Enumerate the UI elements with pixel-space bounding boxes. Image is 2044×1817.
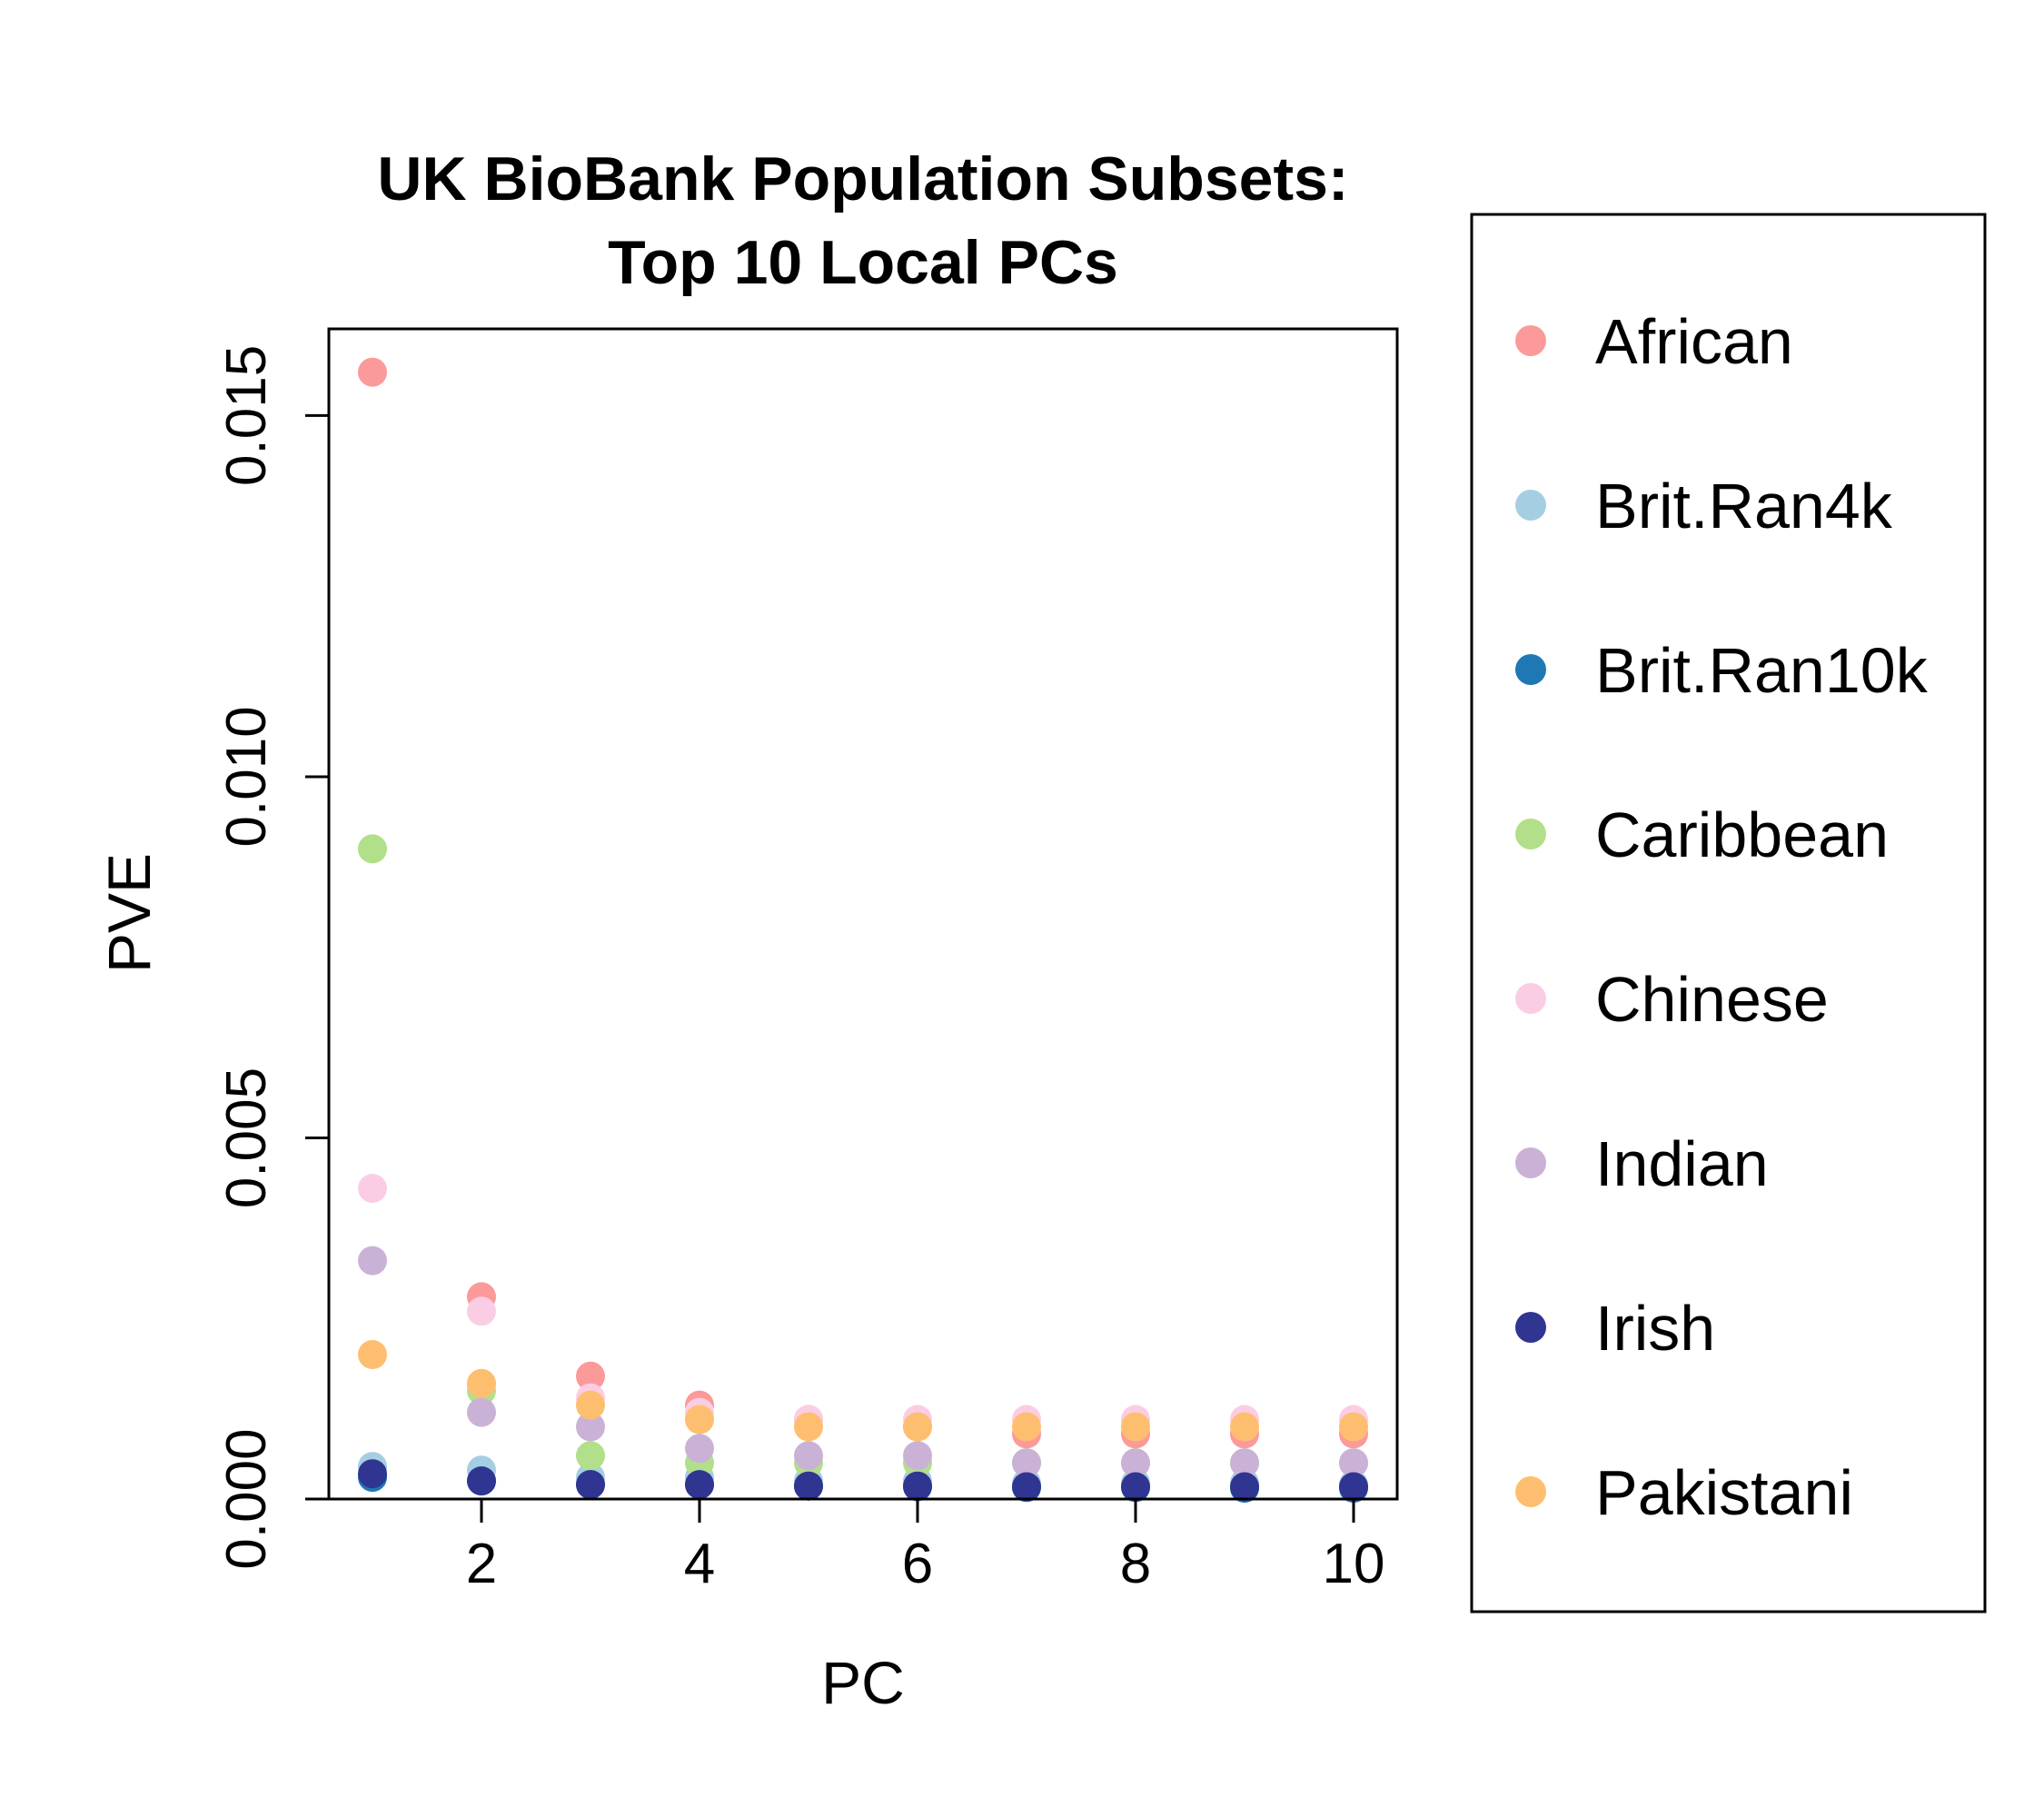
x-tick-label: 6 — [902, 1533, 933, 1595]
data-point-indian-pc4 — [685, 1434, 714, 1464]
x-tick-label: 4 — [684, 1533, 715, 1595]
data-point-irish-pc6 — [903, 1471, 932, 1501]
y-tick-label: 0.015 — [215, 345, 278, 486]
data-point-pakistani-pc2 — [467, 1368, 496, 1398]
data-point-irish-pc10 — [1339, 1472, 1368, 1502]
legend-label-irish: Irish — [1595, 1293, 1715, 1364]
data-point-chinese-pc1 — [358, 1174, 387, 1204]
data-point-irish-pc5 — [794, 1471, 823, 1501]
y-tick-label: 0.005 — [215, 1067, 278, 1208]
data-point-indian-pc10 — [1339, 1448, 1368, 1478]
data-point-indian-pc3 — [576, 1412, 605, 1442]
legend-marker-indian — [1515, 1147, 1546, 1178]
data-point-indian-pc1 — [358, 1246, 387, 1276]
plot-frame — [327, 327, 1399, 1501]
data-point-pakistani-pc4 — [685, 1405, 714, 1435]
data-point-african-pc1 — [358, 357, 387, 387]
data-point-irish-pc1 — [358, 1459, 387, 1489]
legend-marker-caribbean — [1515, 819, 1546, 849]
data-point-pakistani-pc9 — [1230, 1412, 1259, 1442]
data-point-irish-pc4 — [685, 1470, 714, 1500]
data-point-pakistani-pc3 — [576, 1390, 605, 1420]
y-axis-label: PVE — [95, 853, 163, 973]
data-point-irish-pc8 — [1121, 1472, 1150, 1502]
legend-label-brit-ran10k: Brit.Ran10k — [1595, 635, 1929, 706]
legend-marker-brit-ran10k — [1515, 654, 1546, 685]
data-point-indian-pc9 — [1230, 1448, 1259, 1478]
legend-label-caribbean: Caribbean — [1595, 799, 1889, 870]
data-point-pakistani-pc5 — [794, 1412, 823, 1442]
data-point-indian-pc2 — [467, 1397, 496, 1427]
axes: 2 4 6 8 10 0.000 0.005 0.010 0.015 — [215, 327, 1399, 1595]
data-point-caribbean-pc3 — [576, 1441, 605, 1471]
plot-area — [358, 357, 1368, 1504]
legend-box — [1470, 213, 1987, 1613]
data-point-irish-pc3 — [576, 1470, 605, 1500]
legend-label-brit-ran4k: Brit.Ran4k — [1595, 471, 1893, 541]
data-point-chinese-pc2 — [467, 1296, 496, 1326]
data-point-irish-pc7 — [1012, 1472, 1041, 1502]
x-tick-label: 10 — [1323, 1533, 1385, 1595]
data-point-indian-pc5 — [794, 1441, 823, 1471]
x-axis-label: PC — [821, 1649, 905, 1716]
data-point-irish-pc9 — [1230, 1472, 1259, 1502]
y-tick-label: 0.000 — [215, 1428, 278, 1569]
data-point-pakistani-pc8 — [1121, 1412, 1150, 1442]
x-tick-label: 2 — [466, 1533, 497, 1595]
data-point-pakistani-pc10 — [1339, 1412, 1368, 1442]
y-tick-label: 0.010 — [215, 706, 278, 847]
data-point-pakistani-pc1 — [358, 1340, 387, 1369]
legend-marker-african — [1515, 325, 1546, 356]
data-point-pakistani-pc6 — [903, 1412, 932, 1442]
data-point-indian-pc8 — [1121, 1448, 1150, 1478]
legend-label-indian: Indian — [1595, 1128, 1769, 1199]
legend-label-african: African — [1595, 306, 1793, 377]
data-point-caribbean-pc1 — [358, 834, 387, 864]
legend-label-chinese: Chinese — [1595, 964, 1829, 1035]
data-point-indian-pc7 — [1012, 1448, 1041, 1478]
legend-marker-irish — [1515, 1312, 1546, 1343]
data-point-irish-pc2 — [467, 1466, 496, 1496]
data-point-indian-pc6 — [903, 1441, 932, 1471]
legend-marker-pakistani — [1515, 1476, 1546, 1507]
chart-title: UK BioBank Population Subsets: — [377, 144, 1348, 213]
data-point-pakistani-pc7 — [1012, 1412, 1041, 1442]
legend-label-pakistani: Pakistani — [1595, 1457, 1853, 1528]
x-tick-label: 8 — [1120, 1533, 1151, 1595]
chart-subtitle: Top 10 Local PCs — [608, 228, 1118, 297]
data-point-african-pc3 — [576, 1361, 605, 1391]
legend-marker-chinese — [1515, 983, 1546, 1014]
legend: African Brit.Ran4k Brit.Ran10k Caribbean Chi… — [1470, 213, 1987, 1613]
legend-marker-brit-ran4k — [1515, 490, 1546, 521]
